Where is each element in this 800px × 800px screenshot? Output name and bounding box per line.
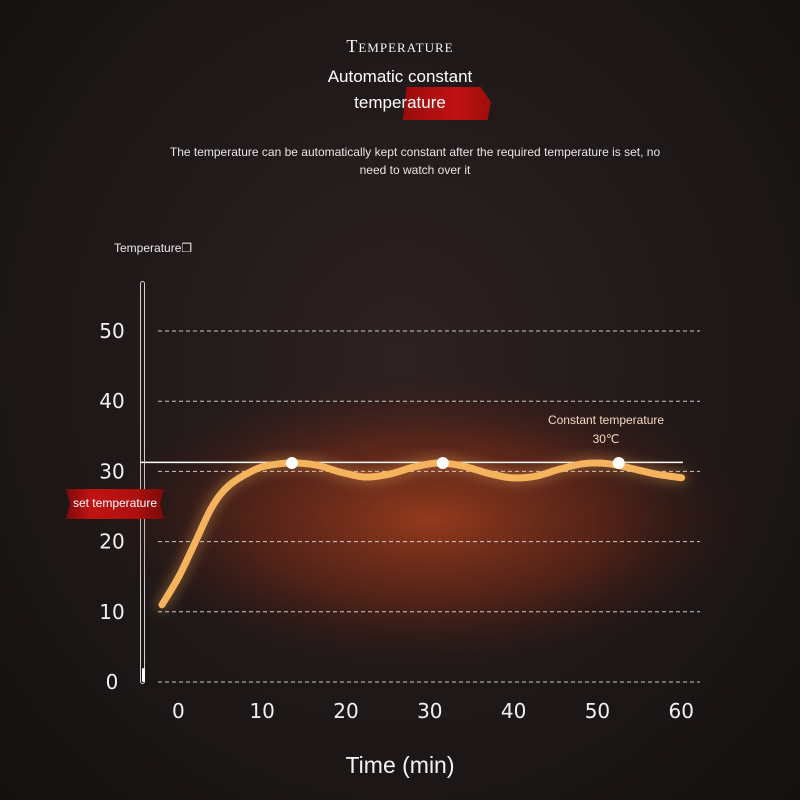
y-axis-label: Temperature❒ bbox=[114, 241, 193, 255]
x-axis-label: Time (min) bbox=[345, 752, 455, 778]
y-tick-10: 10 bbox=[99, 600, 124, 624]
subtitle-highlight bbox=[403, 87, 491, 120]
x-tick-30: 30 bbox=[417, 699, 442, 723]
x-tick-10: 10 bbox=[249, 699, 274, 723]
highlight-point-2 bbox=[436, 456, 449, 469]
y-tick-40: 40 bbox=[99, 389, 124, 413]
thermometer-fill bbox=[142, 668, 145, 682]
subtitle-line-2: temperature bbox=[354, 93, 446, 112]
subtitle: Automatic constant temperature bbox=[0, 64, 800, 116]
highlight-point-3 bbox=[612, 456, 625, 469]
subtitle-line-1: Automatic constant bbox=[327, 67, 473, 86]
constant-temperature-annotation: Constant temperature 30℃ bbox=[530, 411, 682, 449]
y-tick-30: 30 bbox=[99, 459, 124, 483]
x-tick-60: 60 bbox=[669, 699, 694, 723]
page-title: Temperature bbox=[346, 36, 454, 56]
set-temperature-label: set temperature bbox=[72, 496, 158, 510]
x-tick-50: 50 bbox=[585, 699, 610, 723]
temperature-curve bbox=[158, 459, 686, 609]
y-tick-0: 0 bbox=[106, 670, 119, 694]
x-tick-40: 40 bbox=[501, 699, 526, 723]
heat-glow bbox=[100, 370, 760, 670]
x-tick-20: 20 bbox=[333, 699, 358, 723]
annotation-line-1: Constant temperature bbox=[547, 413, 665, 427]
y-tick-20: 20 bbox=[99, 530, 124, 554]
x-tick-0: 0 bbox=[172, 699, 185, 723]
highlight-point-1 bbox=[285, 456, 298, 469]
annotation-line-2: 30℃ bbox=[592, 432, 620, 446]
description: The temperature can be automatically kep… bbox=[169, 145, 661, 177]
set-temperature-badge bbox=[66, 489, 164, 519]
y-tick-50: 50 bbox=[99, 319, 124, 343]
